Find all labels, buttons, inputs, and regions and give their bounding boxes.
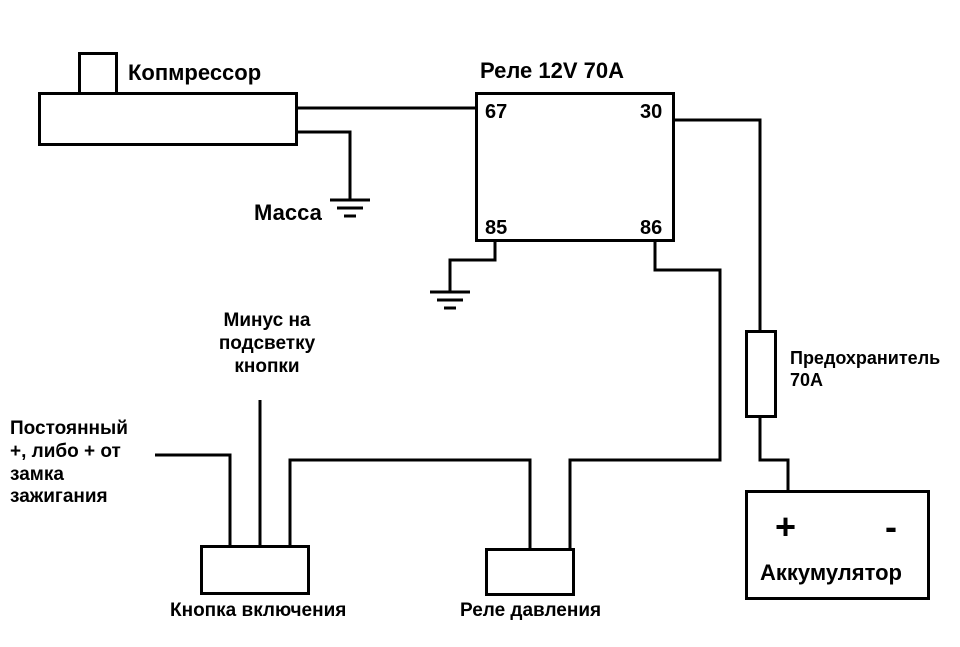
relay-pin-85: 85: [485, 216, 507, 240]
constant-line-4: зажигания: [10, 486, 108, 507]
fuse-line-1: Предохранитель: [790, 348, 940, 368]
power-button-label: Кнопка включения: [170, 600, 346, 623]
compressor-nub: [78, 52, 118, 92]
ground-label: Масса: [254, 200, 322, 226]
constant-line-1: Постоянный: [10, 418, 128, 439]
pressure-relay-box: [485, 548, 575, 596]
fuse-box: [745, 330, 777, 418]
relay-title: Реле 12V 70A: [480, 58, 624, 84]
battery-minus: -: [885, 505, 897, 548]
constant-line-2: +, либо + от: [10, 441, 121, 462]
backlight-line-1: Минус на: [224, 310, 311, 331]
compressor-label: Копмрессор: [128, 60, 261, 86]
power-button-box: [200, 545, 310, 595]
relay-pin-30: 30: [640, 100, 662, 124]
fuse-label: Предохранитель 70А: [790, 348, 940, 391]
battery-label: Аккумулятор: [760, 560, 902, 586]
backlight-minus-label: Минус на подсветку кнопки: [192, 310, 342, 378]
fuse-line-2: 70А: [790, 370, 823, 390]
backlight-line-2: подсветку: [219, 333, 315, 354]
battery-plus: +: [775, 505, 796, 548]
compressor-body: [38, 92, 298, 146]
constant-plus-label: Постоянный +, либо + от замка зажигания: [10, 418, 128, 509]
pressure-relay-label: Реле давления: [460, 600, 601, 623]
relay-pin-86: 86: [640, 216, 662, 240]
relay-pin-67: 67: [485, 100, 507, 124]
constant-line-3: замка: [10, 464, 64, 485]
backlight-line-3: кнопки: [234, 356, 299, 377]
